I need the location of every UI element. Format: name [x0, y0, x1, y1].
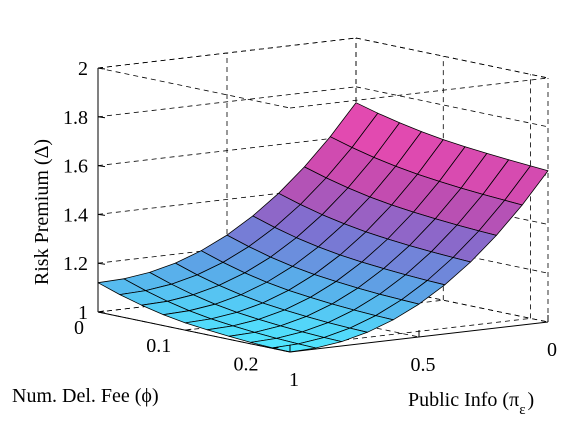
box-top-back: [97, 37, 357, 69]
z-tick-label-0: 1: [78, 302, 88, 324]
tick-labels: 1 1.2 1.4 1.6 1.8 2 0 0.1 0.2 0 0.5 1: [63, 58, 557, 391]
box-top-front: [289, 77, 549, 109]
z-axis-label: Risk Premium (Δ): [31, 139, 53, 285]
grid-line-z-right-4: [355, 86, 549, 128]
x-tick-label-1: 0.5: [411, 354, 436, 376]
y-axis-label: Num. Del. Fee (ϕ): [12, 385, 159, 407]
surface-mesh: [97, 102, 549, 353]
y-tick-label-2: 0.2: [234, 353, 259, 375]
x-axis-label: Public Info (πε): [408, 389, 534, 418]
y-tick-label-1: 0.1: [146, 335, 171, 357]
z-tick-label-1: 1.2: [63, 253, 88, 275]
z-tick-label-5: 2: [78, 58, 88, 80]
y-tick-mark-0: [97, 310, 105, 313]
grid-line-floor-x-0: [355, 281, 549, 323]
z-tick-label-2: 1.4: [63, 204, 88, 226]
z-tick-label-4: 1.8: [63, 107, 88, 129]
z-tick-mark-2: [97, 213, 106, 216]
grid-line-z-back-4: [97, 86, 357, 118]
grid-line-floor-x-1: [226, 296, 420, 338]
grid-line-z-right-1: [355, 232, 549, 274]
x-tick-label-0: 0: [547, 339, 557, 361]
z-tick-mark-1: [97, 262, 106, 265]
z-tick-mark-4: [97, 116, 106, 119]
z-tick-mark-5: [97, 67, 106, 70]
z-tick-label-3: 1.6: [63, 156, 88, 178]
box-top-left: [97, 67, 291, 109]
y-tick-mark-2: [272, 346, 279, 349]
y-axis-line: [97, 311, 291, 353]
axes: [97, 67, 549, 353]
grid-line-z-right-2: [355, 184, 549, 225]
box-top-right: [355, 37, 549, 79]
x-tick-label-2: 1: [289, 369, 299, 391]
y-tick-mark-1: [185, 328, 192, 331]
z-tick-mark-3: [97, 165, 106, 168]
grid-line-floor-y-2: [272, 317, 531, 349]
y-tick-label-0: 0: [74, 317, 84, 339]
